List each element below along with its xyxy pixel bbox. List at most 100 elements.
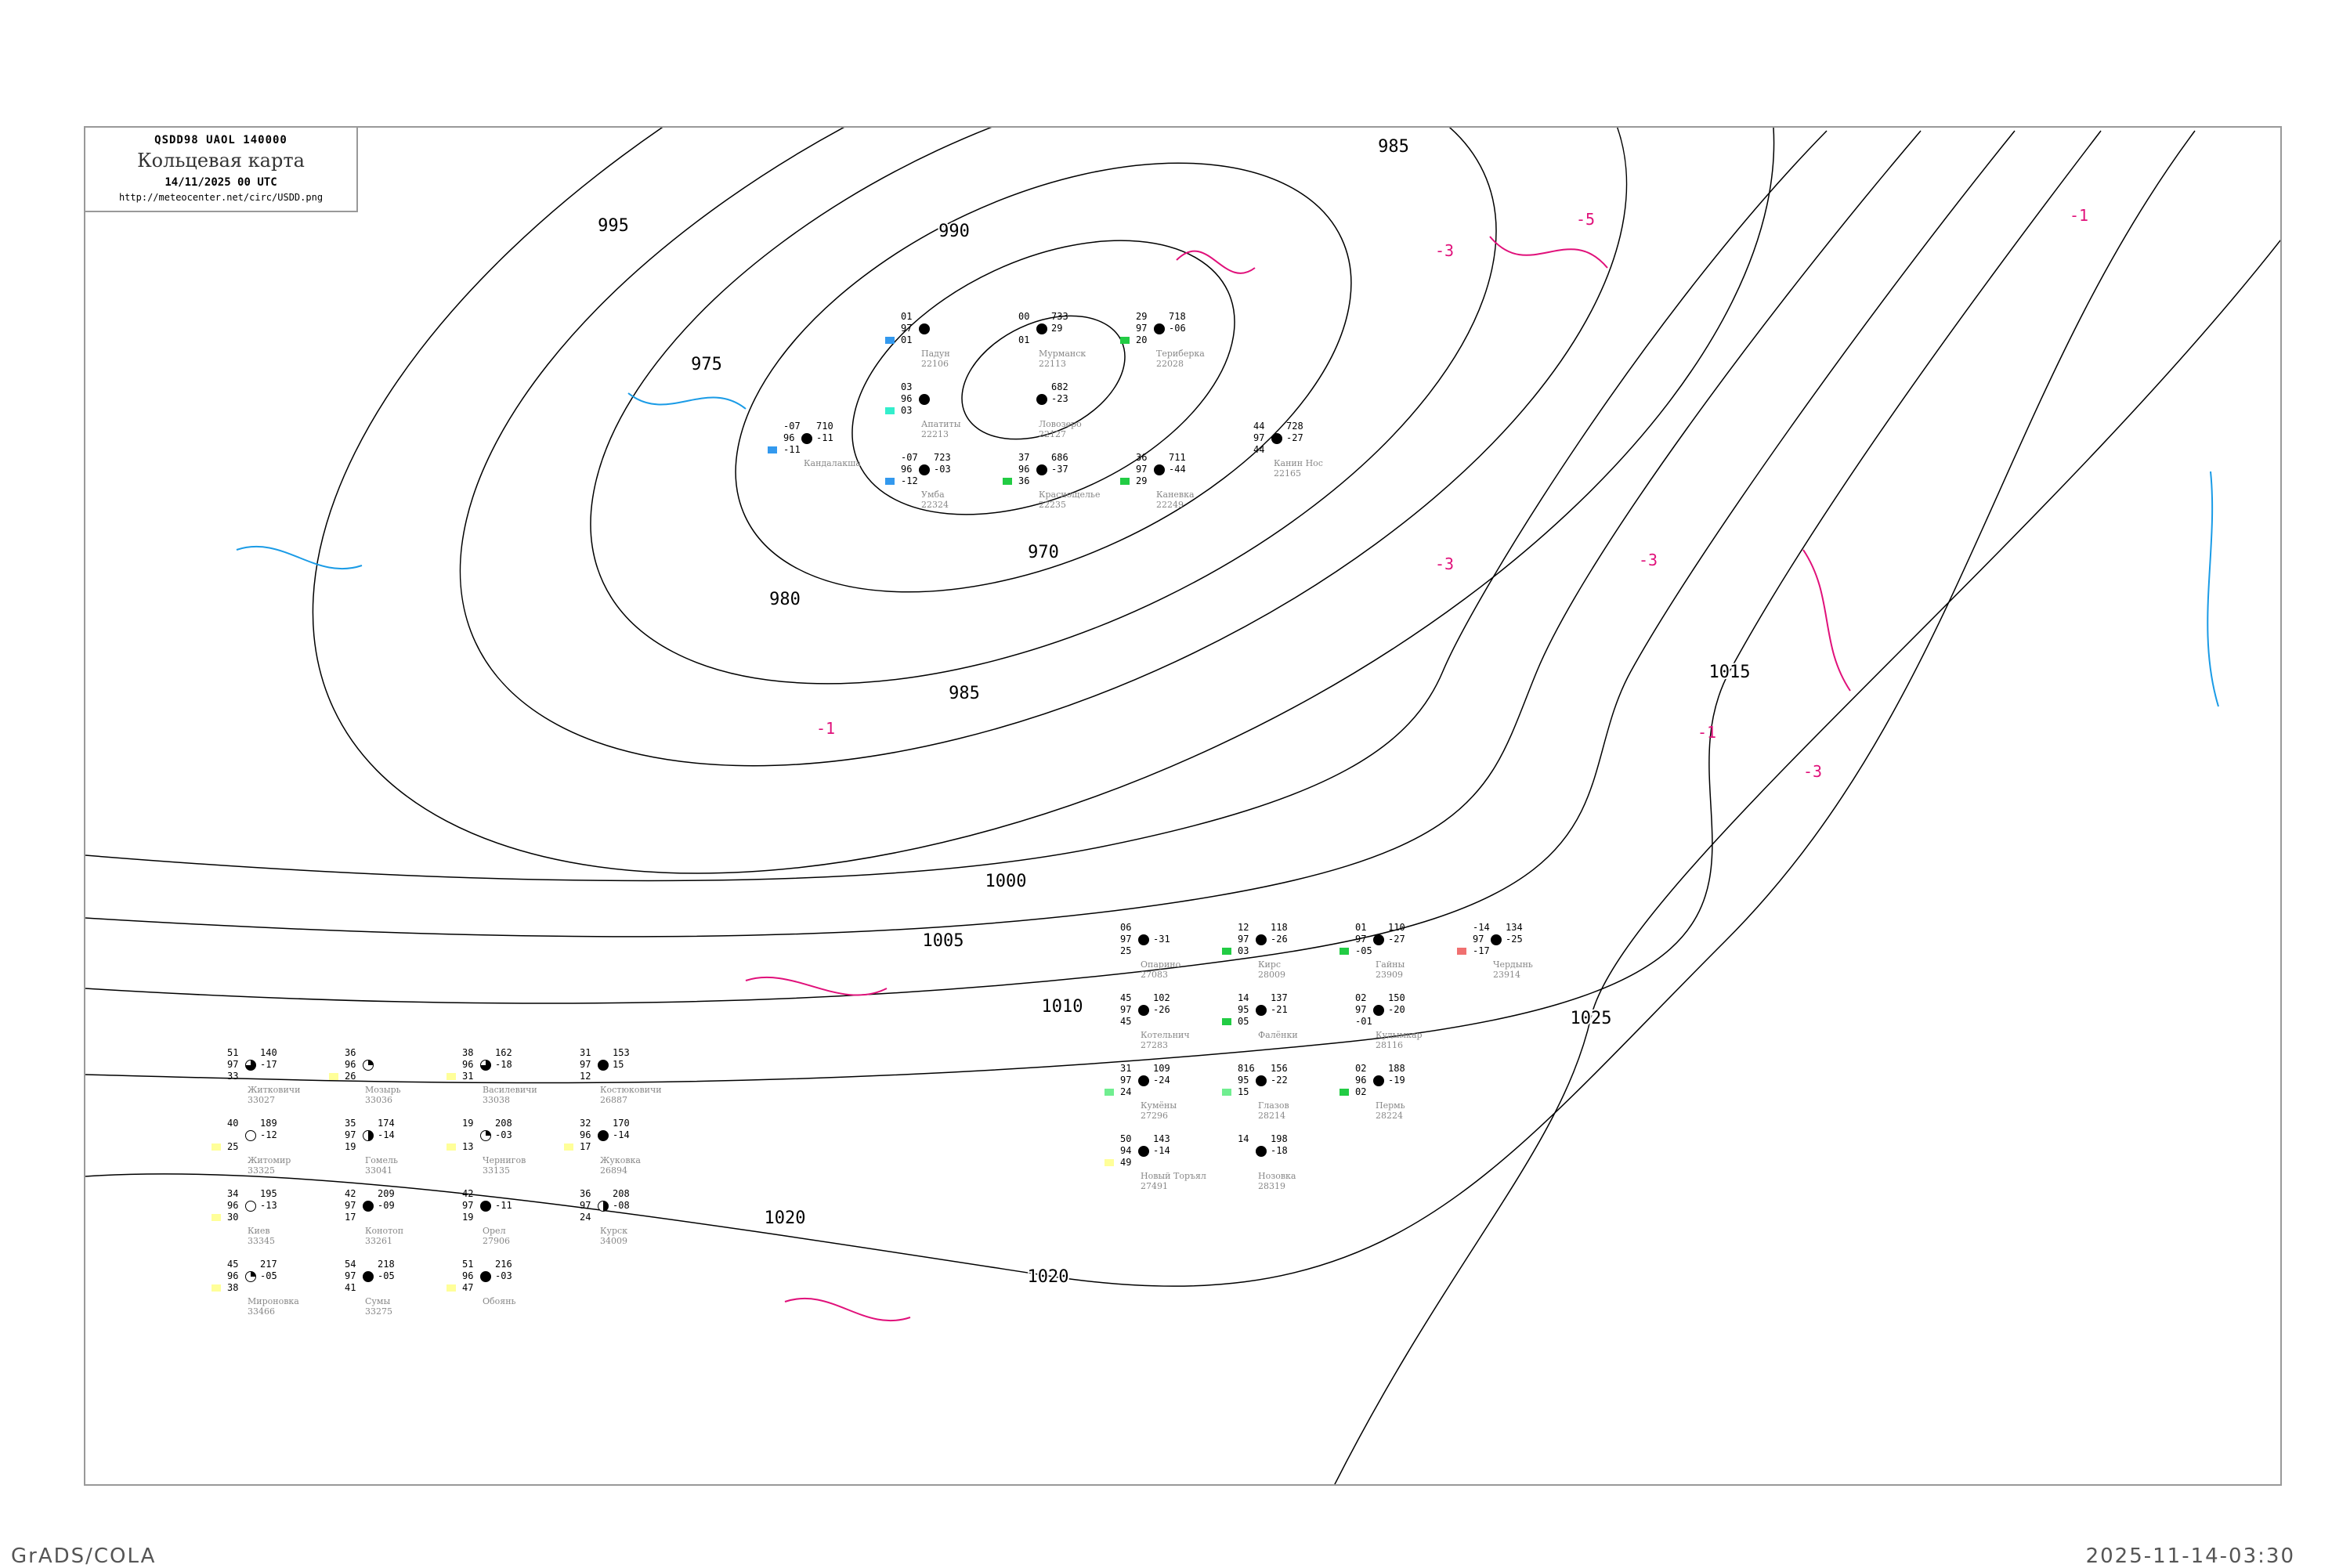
station-id: 23909 — [1376, 970, 1403, 980]
weather-marker-icon — [885, 407, 895, 414]
station-visibility: 97 — [1238, 934, 1249, 945]
weather-marker-icon — [1340, 948, 1349, 955]
station-temperature: 44 — [1253, 421, 1265, 432]
station-pressure: 711 — [1169, 452, 1186, 463]
station-tendency: -19 — [1388, 1075, 1405, 1086]
station-dewpoint: -05 — [1355, 945, 1372, 956]
station-id: 22106 — [921, 359, 949, 369]
isotherm-label: -3 — [1435, 555, 1454, 573]
station-pressure: 686 — [1051, 452, 1068, 463]
station-visibility: 97 — [1136, 323, 1148, 334]
station-name: Орел — [483, 1226, 506, 1236]
station-temperature: 42 — [345, 1188, 356, 1199]
station-tendency: -20 — [1388, 1004, 1405, 1015]
station-pressure: 134 — [1506, 922, 1523, 933]
cloud-cover-icon — [245, 1271, 256, 1282]
station-id: 33038 — [483, 1095, 510, 1105]
station-temperature: 54 — [345, 1259, 356, 1270]
station-visibility: 96 — [227, 1270, 239, 1281]
cloud-cover-icon — [1256, 1005, 1267, 1016]
isobar-label: 1000 — [985, 872, 1027, 891]
station-id: 33041 — [365, 1165, 392, 1176]
weather-marker-icon — [1457, 948, 1466, 955]
cloud-cover-icon — [1373, 1005, 1384, 1016]
station-tendency: -06 — [1169, 323, 1186, 334]
station-visibility: 97 — [1120, 1075, 1132, 1086]
station-dewpoint: 25 — [227, 1141, 239, 1152]
isobar-line — [851, 240, 1235, 515]
station-temperature: 35 — [345, 1118, 356, 1129]
station-tendency: -25 — [1506, 934, 1523, 945]
station-name: Падун — [921, 349, 950, 359]
cloud-cover-icon — [1256, 934, 1267, 945]
station-visibility: 96 — [783, 432, 795, 443]
isotherm-line — [1802, 549, 1851, 692]
station-temperature: 06 — [1120, 922, 1132, 933]
weather-marker-icon — [212, 1284, 221, 1292]
isotherm-label: -1 — [816, 719, 835, 738]
station-visibility: 97 — [1120, 934, 1132, 945]
station-visibility: 96 — [345, 1059, 356, 1070]
station-visibility: 96 — [1018, 464, 1030, 475]
station-temperature: 51 — [462, 1259, 474, 1270]
station-temperature: -14 — [1473, 922, 1490, 933]
station-id: 28116 — [1376, 1040, 1403, 1050]
cloud-cover-icon — [363, 1060, 374, 1071]
station-name: Пермь — [1376, 1100, 1405, 1111]
station-name: Гомель — [365, 1155, 398, 1165]
station-name: Конотоп — [365, 1226, 404, 1236]
station-temperature: 45 — [227, 1259, 239, 1270]
station-visibility: 96 — [901, 393, 913, 404]
station-name: Фалёнки — [1258, 1030, 1298, 1040]
station-id: 22113 — [1039, 359, 1066, 369]
cloud-cover-icon — [1373, 934, 1384, 945]
cloud-cover-icon — [1154, 464, 1165, 475]
station-temperature: 02 — [1355, 992, 1367, 1003]
cloud-cover-icon — [801, 433, 812, 444]
isobar-line — [85, 130, 2102, 1084]
station-temperature: 51 — [227, 1047, 239, 1058]
station-temperature: 32 — [580, 1118, 591, 1129]
station-name: Териберка — [1156, 349, 1205, 359]
isobar-line — [85, 130, 2016, 1004]
cloud-cover-icon — [245, 1201, 256, 1212]
station-pressure: 118 — [1271, 922, 1288, 933]
station-temperature: 36 — [345, 1047, 356, 1058]
station-visibility: 96 — [1355, 1075, 1367, 1086]
station-dewpoint: 01 — [1018, 334, 1030, 345]
station-temperature: 816 — [1238, 1063, 1255, 1074]
station-tendency: -27 — [1388, 934, 1405, 945]
station-tendency: -09 — [378, 1200, 395, 1211]
station-dewpoint: -11 — [783, 444, 801, 455]
station-temperature: 02 — [1355, 1063, 1367, 1074]
weather-marker-icon — [1222, 1089, 1231, 1096]
isobar-label: 980 — [769, 590, 801, 609]
isotherm-label: -1 — [2070, 206, 2088, 225]
station-id: 22213 — [921, 429, 949, 439]
weather-marker-icon — [1120, 478, 1130, 485]
station-id: 22165 — [1274, 468, 1301, 479]
station-visibility: 96 — [462, 1270, 474, 1281]
station-id: 28319 — [1258, 1181, 1285, 1191]
station-visibility: 94 — [1120, 1145, 1132, 1156]
station-visibility: 97 — [901, 323, 913, 334]
cloud-cover-icon — [480, 1271, 491, 1282]
station-temperature: 36 — [1136, 452, 1148, 463]
isotherm-line — [1176, 250, 1256, 274]
station-pressure: 209 — [378, 1188, 395, 1199]
source-url[interactable]: http://meteocenter.net/circ/USDD.png — [118, 192, 324, 203]
station-name: Умба — [921, 490, 945, 500]
weather-marker-icon — [1104, 1089, 1114, 1096]
station-dewpoint: 03 — [901, 405, 913, 416]
cloud-cover-icon — [1036, 394, 1047, 405]
isotherm-line — [2207, 471, 2219, 707]
map-frame: 970 975 980 985 990 995 985 1000 1005 1010 1015 102… — [84, 126, 2282, 1486]
weather-marker-icon — [1340, 1089, 1349, 1096]
cloud-cover-icon — [919, 464, 930, 475]
cloud-cover-icon — [1138, 1005, 1149, 1016]
cloud-cover-icon — [245, 1130, 256, 1141]
title-box: QSDD98 UAOL 140000 Кольцевая карта 14/11… — [84, 126, 358, 212]
station-temperature: 37 — [1018, 452, 1030, 463]
station-visibility: 97 — [1120, 1004, 1132, 1015]
station-visibility: 97 — [345, 1270, 356, 1281]
